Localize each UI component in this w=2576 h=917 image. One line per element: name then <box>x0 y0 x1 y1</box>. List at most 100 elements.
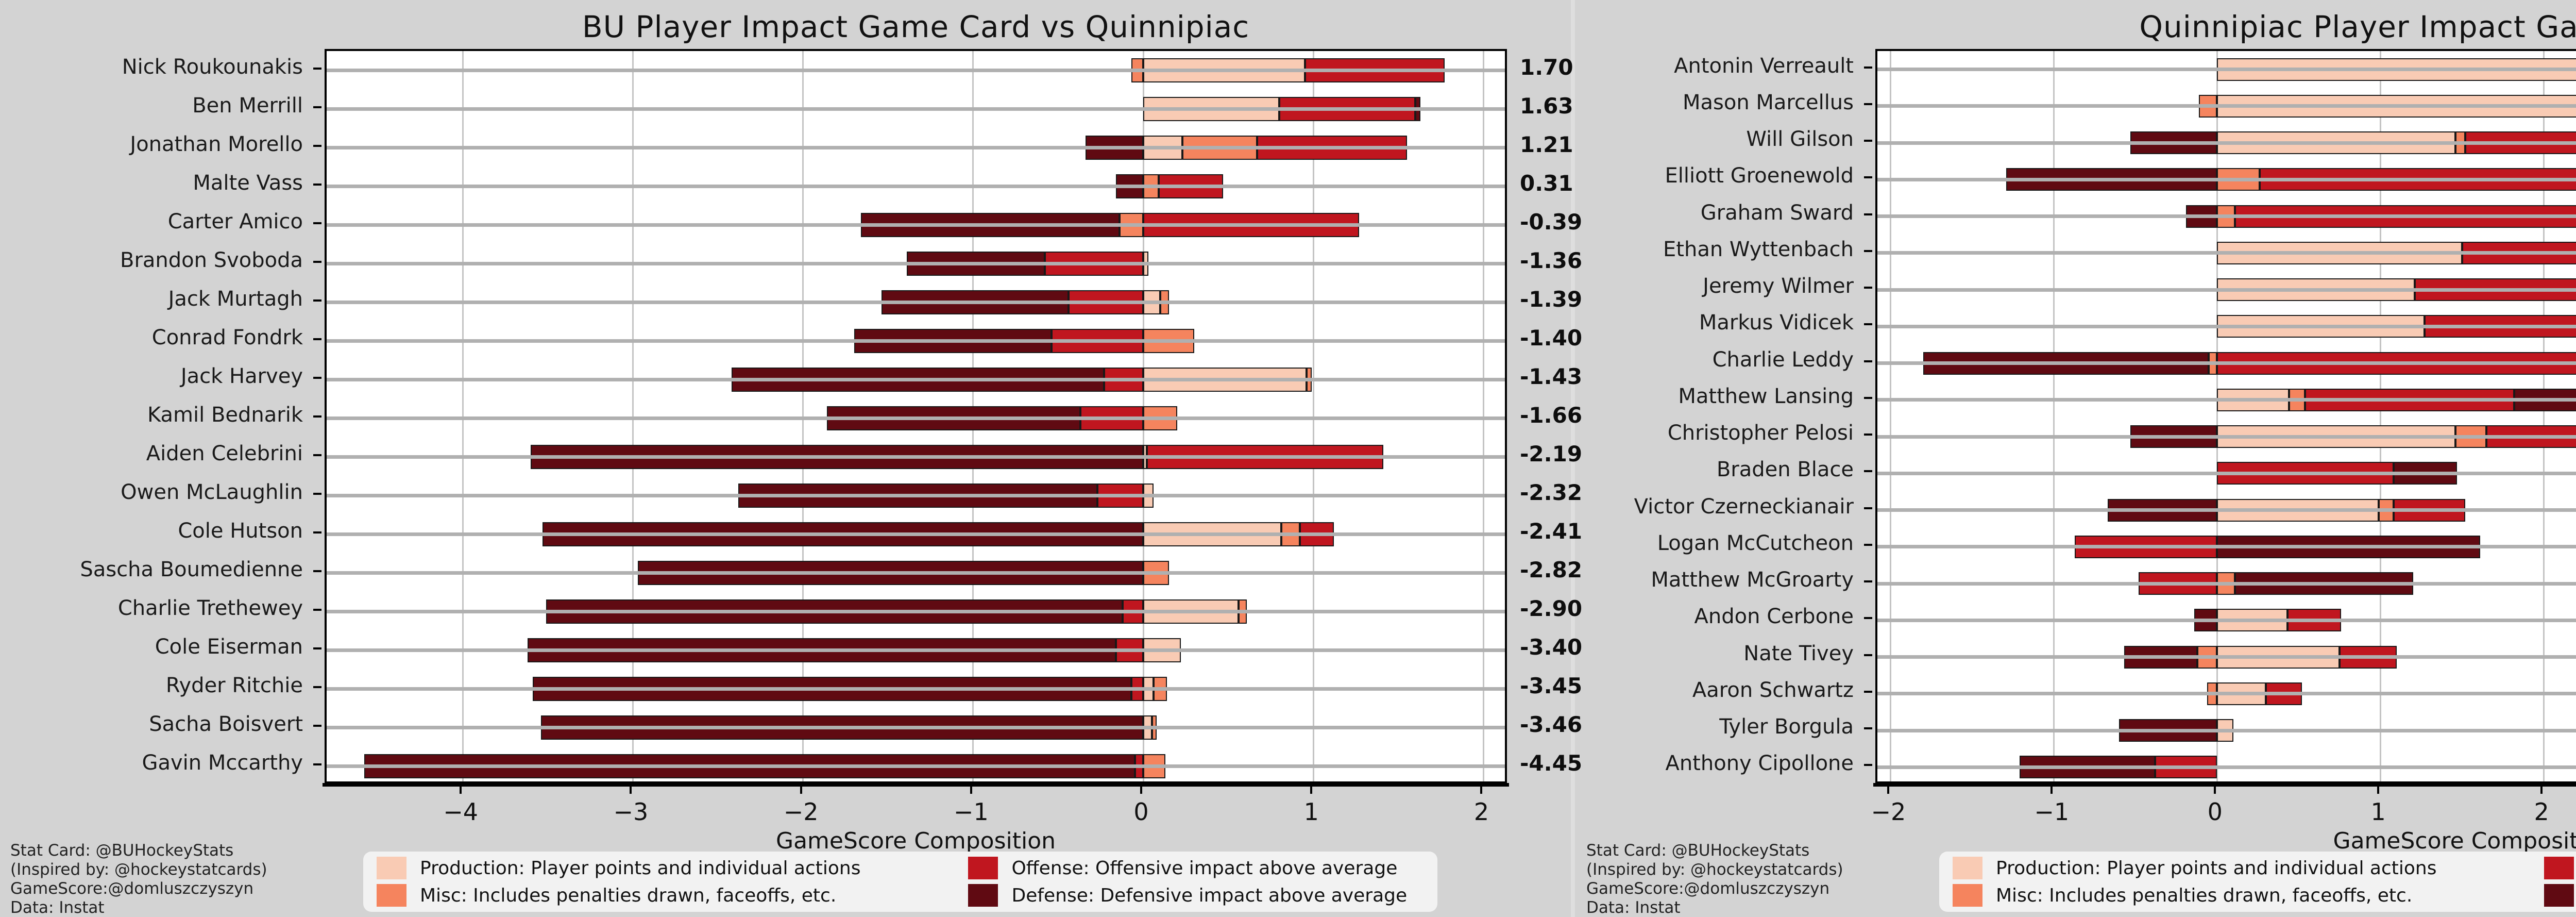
panel-divider <box>1571 0 1575 917</box>
x-tick-label: −1 <box>2034 798 2070 826</box>
y-gridline <box>1877 508 2576 512</box>
y-gridline <box>1877 765 2576 769</box>
y-gridline <box>1877 361 2576 365</box>
x-tick-mark <box>970 786 972 794</box>
player-name: Elliott Groenewold <box>1665 164 1854 188</box>
player-name: Tyler Borgula <box>1719 715 1854 739</box>
y-tick-mark <box>313 686 321 688</box>
y-gridline <box>327 378 1505 381</box>
y-tick-mark <box>1864 727 1872 730</box>
y-tick-mark <box>313 415 321 418</box>
gamescore-value: -3.45 <box>1520 673 1583 698</box>
quinnipiac-chart-panel: Quinnipiac Player Impact Game Card vs BU… <box>1576 0 2576 917</box>
legend-label: Defense: Defensive impact above average <box>1011 885 1408 906</box>
x-tick-label: −2 <box>783 798 819 826</box>
y-gridline <box>327 301 1505 304</box>
x-axis-title: GameScore Composition <box>2333 828 2576 854</box>
y-tick-mark <box>1864 103 1872 105</box>
y-gridline <box>327 455 1505 459</box>
y-gridline <box>327 726 1505 729</box>
gamescore-value: -1.40 <box>1520 325 1583 351</box>
y-gridline <box>1877 581 2576 586</box>
y-gridline <box>327 687 1505 691</box>
player-name: Victor Czerneckianair <box>1634 494 1854 519</box>
y-tick-mark <box>1864 434 1872 436</box>
player-name: Aaron Schwartz <box>1692 678 1854 702</box>
y-gridline <box>1877 104 2576 108</box>
credit-line: GameScore:@domluszczyszyn <box>1586 879 1830 898</box>
player-name: Cole Hutson <box>178 519 303 543</box>
player-name: Ben Merrill <box>192 93 303 118</box>
y-gridline <box>1877 545 2576 549</box>
y-tick-mark <box>1864 690 1872 693</box>
player-name: Sacha Boisvert <box>149 712 303 736</box>
gamescore-value: -3.46 <box>1520 711 1583 737</box>
x-tick-label: −4 <box>443 798 479 826</box>
x-tick-label: 0 <box>1133 798 1149 826</box>
y-gridline <box>1877 214 2576 219</box>
y-tick-mark <box>1864 323 1872 326</box>
player-name: Cole Eiserman <box>155 635 303 659</box>
production-swatch <box>1953 857 1982 879</box>
y-gridline <box>327 494 1505 497</box>
player-name: Ethan Wyttenbach <box>1663 237 1854 261</box>
legend-label: Misc: Includes penalties drawn, faceoffs… <box>420 885 837 906</box>
x-tick-label: 2 <box>2534 798 2549 826</box>
y-tick-mark <box>313 299 321 302</box>
credit-line: Data: Instat <box>1586 898 1681 917</box>
x-tick-mark <box>2050 786 2053 794</box>
defense-swatch <box>2544 884 2574 907</box>
y-tick-mark <box>313 492 321 495</box>
gamescore-value: -2.82 <box>1520 557 1583 582</box>
player-name: Jonathan Morello <box>130 132 303 156</box>
legend-label: Production: Player points and individual… <box>420 857 861 879</box>
x-tick-label: 1 <box>1303 798 1319 826</box>
y-tick-mark <box>313 763 321 765</box>
x-axis-title: GameScore Composition <box>776 828 1056 854</box>
player-name: Nate Tivey <box>1743 641 1854 665</box>
x-axis-spine <box>1873 783 2576 787</box>
offense-swatch <box>968 857 998 879</box>
y-gridline <box>327 339 1505 343</box>
player-name: Ryder Ritchie <box>165 673 303 697</box>
y-tick-mark <box>1864 617 1872 620</box>
legend-item-production: Production: Player points and individual… <box>1953 857 2539 879</box>
gamescore-value: -1.43 <box>1520 363 1583 389</box>
x-axis-spine <box>323 783 1509 787</box>
x-gridline <box>1889 51 1891 781</box>
player-name: Gavin Mccarthy <box>142 751 303 775</box>
legend: Production: Player points and individual… <box>363 852 1437 912</box>
x-tick-mark <box>2377 786 2380 794</box>
y-gridline <box>1877 398 2576 402</box>
y-tick-mark <box>313 531 321 533</box>
x-tick-mark <box>2540 786 2543 794</box>
gamescore-value: -3.40 <box>1520 634 1583 660</box>
x-gridline <box>1312 51 1314 781</box>
legend: Production: Player points and individual… <box>1939 852 2576 912</box>
x-tick-mark <box>1480 786 1483 794</box>
player-name: Christopher Pelosi <box>1667 421 1854 445</box>
y-tick-mark <box>1864 249 1872 252</box>
legend-item-offense: Offense: Offensive impact above average <box>968 857 1429 879</box>
x-tick-label: −1 <box>953 798 989 826</box>
y-gridline <box>1877 251 2576 255</box>
player-name: Jeremy Wilmer <box>1703 274 1854 298</box>
chart-title: BU Player Impact Game Card vs Quinnipiac <box>582 9 1250 44</box>
y-tick-mark <box>313 183 321 186</box>
legend-item-defense: Defense: Defensive impact above average <box>2544 884 2576 907</box>
player-name: Logan McCutcheon <box>1657 531 1854 555</box>
credit-line: (Inspired by: @hockeystatcards) <box>10 860 267 879</box>
y-tick-mark <box>313 454 321 456</box>
player-name: Matthew McGroarty <box>1651 568 1854 592</box>
y-gridline <box>327 648 1505 652</box>
chart-title: Quinnipiac Player Impact Game Card vs BU <box>2139 9 2576 44</box>
legend-label: Production: Player points and individual… <box>1996 857 2437 879</box>
x-tick-mark <box>460 786 462 794</box>
y-gridline <box>327 571 1505 575</box>
x-gridline <box>632 51 634 781</box>
gamescore-value: -2.41 <box>1520 518 1583 544</box>
y-gridline <box>327 223 1505 227</box>
gamescore-value: -1.36 <box>1520 247 1583 273</box>
x-gridline <box>2379 51 2381 781</box>
